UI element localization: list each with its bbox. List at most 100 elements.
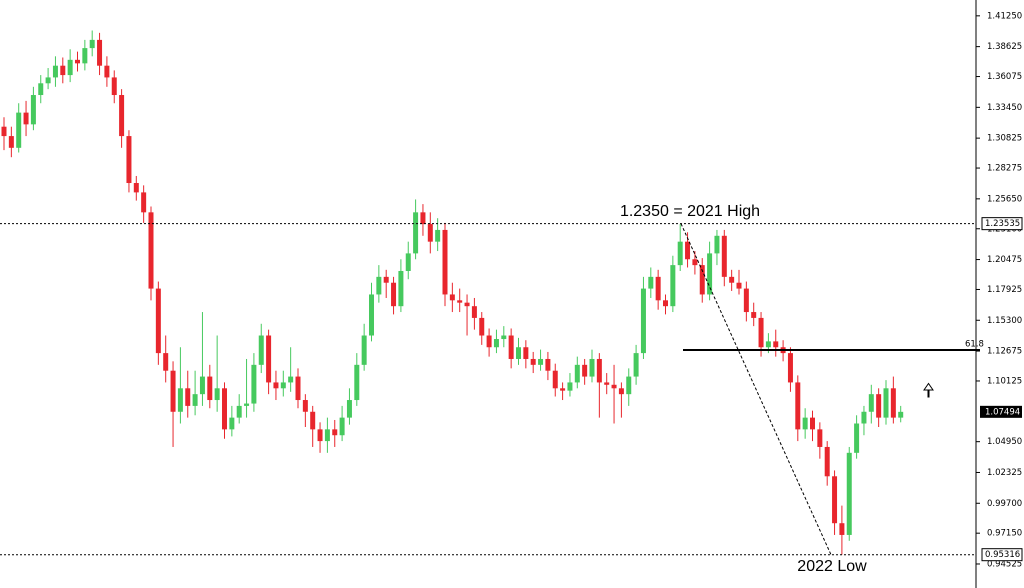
last-price-label: 1.07494 (985, 407, 1020, 417)
candle-body (876, 394, 882, 418)
candle-body (67, 59, 73, 76)
candle-body (655, 276, 661, 301)
candle-body (75, 59, 80, 64)
last-price-box (980, 405, 1022, 418)
up-arrow-icon (923, 382, 934, 398)
candle-body (413, 212, 419, 254)
candle-body (773, 341, 779, 348)
candle-body (177, 388, 183, 412)
candle-body (633, 353, 639, 377)
y-tick-label: 1.30825 (987, 134, 1022, 144)
candle-body (589, 358, 595, 377)
candle-body (148, 212, 154, 289)
candle-body (758, 317, 764, 348)
candle-body (435, 229, 441, 242)
candle-body (405, 253, 411, 271)
candle-body (295, 376, 301, 401)
candle-body (258, 335, 264, 365)
candle-body (97, 39, 103, 66)
candle-body (60, 65, 66, 76)
candle-body (670, 265, 676, 307)
candle-body (442, 229, 448, 295)
candle-body (222, 388, 227, 430)
candle-body (391, 282, 397, 307)
candle-body (376, 276, 382, 295)
candle-body (626, 376, 632, 395)
y-tick-label: 0.99700 (987, 499, 1022, 509)
candle-body (332, 429, 338, 436)
candle-body (898, 411, 904, 418)
candle-body (508, 335, 514, 359)
candle-body (714, 235, 720, 254)
candle-body (170, 370, 176, 412)
candle-body (846, 452, 852, 535)
candle-body (383, 276, 389, 283)
candle-body (868, 394, 874, 412)
candle-body (38, 83, 44, 96)
candle-body (82, 48, 88, 64)
candle-body (736, 282, 742, 289)
candle-body (795, 382, 801, 430)
candle-body (648, 276, 654, 289)
candle-body (427, 224, 433, 242)
y-tick-label: 1.20475 (987, 255, 1022, 265)
candle-body (552, 370, 558, 389)
candle-body (244, 403, 250, 406)
y-tick-label: 1.25650 (987, 194, 1022, 204)
candle-body (817, 429, 823, 447)
candle-body (538, 358, 544, 365)
candle-body (479, 317, 485, 336)
candle-body (707, 253, 713, 295)
candle-body (155, 288, 161, 354)
candle-body (883, 388, 889, 418)
candle-body (574, 364, 580, 383)
candle-body (8, 136, 14, 148)
y-tick-label: 1.36075 (987, 72, 1022, 82)
candle-body (1, 126, 7, 137)
candle-body (266, 335, 272, 383)
candle-body (582, 364, 588, 377)
candle-body (310, 411, 316, 430)
candle-body (354, 364, 360, 401)
y-tick-label: 1.28275 (987, 164, 1022, 174)
candle-body (567, 382, 573, 391)
candle-body (516, 347, 521, 359)
candle-body (832, 476, 838, 524)
candle-body (751, 312, 757, 318)
y-tick-label: 0.97150 (987, 529, 1022, 539)
candle-body (23, 112, 29, 125)
y-tick-label: 1.02325 (987, 468, 1022, 478)
candle-body (369, 294, 374, 336)
y-tick-label: 1.38625 (987, 42, 1022, 52)
candle-body (141, 192, 147, 213)
candle-body (324, 429, 330, 442)
candle-body (486, 335, 492, 348)
y-tick-label: 1.04950 (987, 437, 1022, 447)
candle-body (493, 339, 499, 348)
candle-body (420, 212, 426, 225)
candle-body (119, 95, 125, 137)
candle-body (839, 523, 845, 535)
candle-body (16, 112, 22, 148)
candle-body (787, 353, 793, 383)
candle-body (280, 382, 286, 389)
candle-body (45, 77, 51, 84)
level-label-box (981, 217, 1023, 231)
candle-body (163, 353, 169, 371)
candle-body (729, 276, 735, 283)
candle-body (890, 388, 896, 418)
candle-body (133, 183, 139, 193)
candle-body (699, 265, 705, 295)
trend-line (680, 223, 832, 555)
candle-body (824, 446, 830, 477)
candle-body (861, 411, 867, 424)
candle-body (545, 358, 551, 371)
candle-body (251, 364, 257, 404)
candle-body (457, 300, 463, 303)
fib-label: 61.8 (965, 339, 984, 349)
candle-body (449, 294, 455, 301)
candle-body (30, 95, 36, 125)
candle-body (185, 388, 191, 406)
candle-body (229, 417, 235, 430)
